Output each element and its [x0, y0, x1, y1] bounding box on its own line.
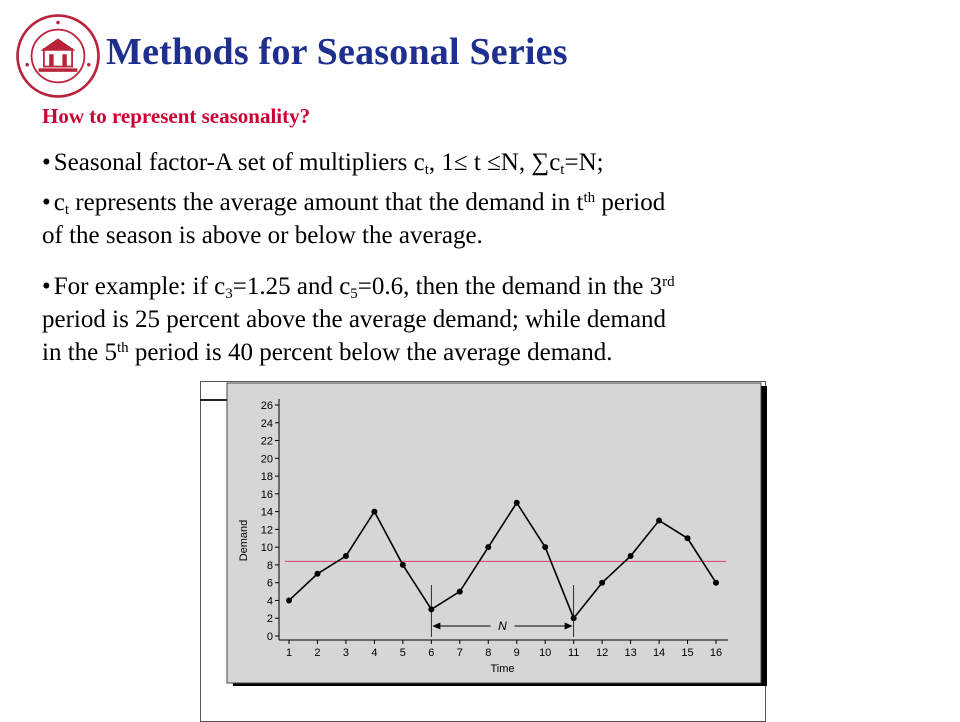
text-run: c: [53, 189, 65, 216]
bullet-line: period is 25 percent above the average d…: [42, 306, 667, 333]
data-point: [684, 535, 691, 542]
x-tick-label: 5: [400, 647, 406, 659]
data-point: [513, 499, 520, 506]
y-tick-label: 6: [267, 578, 273, 590]
x-tick-label: 11: [568, 647, 579, 659]
y-tick-label: 10: [261, 542, 273, 554]
bullet-line: • ct represents the average amount that t…: [42, 186, 922, 219]
data-point: [428, 606, 435, 613]
text-run: period: [595, 189, 666, 216]
data-point: [713, 579, 719, 586]
y-tick-label: 8: [267, 560, 273, 572]
bullet-example: • For example: if c3=1.25 and c5=0.6, the…: [42, 270, 922, 369]
sum-symbol: ∑: [531, 149, 550, 176]
le-symbol: ≤: [487, 149, 501, 176]
bullet-line: in the 5th period is 40 percent below th…: [42, 336, 922, 369]
data-point: [656, 517, 663, 524]
bullet-icon: •: [42, 189, 51, 216]
bullet-icon: •: [42, 273, 51, 300]
text-run: =N;: [564, 149, 604, 176]
data-point: [314, 570, 321, 577]
y-tick-label: 22: [261, 436, 273, 448]
data-point: [371, 508, 378, 515]
text-run: , 1: [428, 149, 454, 176]
y-tick-label: 24: [261, 418, 273, 430]
x-tick-label: 6: [428, 647, 434, 659]
y-tick-label: 26: [261, 400, 273, 412]
subscript: t: [560, 161, 565, 178]
chart-panel: [226, 382, 762, 684]
y-tick-label: 12: [261, 524, 273, 536]
x-tick-label: 12: [596, 647, 608, 659]
slide-title: Methods for Seasonal Series: [106, 31, 568, 73]
period-length-label: N: [498, 619, 507, 633]
subscript: 5: [350, 285, 358, 302]
y-tick-label: 0: [267, 631, 273, 643]
data-point: [627, 553, 634, 560]
text-run: represents the average amount that the d…: [69, 189, 584, 216]
y-tick-label: 2: [267, 613, 273, 625]
bullet-seasonal-factor: • Seasonal factor-A set of multipliers ct…: [42, 146, 922, 179]
text-run: t: [467, 149, 488, 176]
x-tick-label: 13: [624, 647, 636, 659]
bullet-line: of the season is above or below the aver…: [42, 222, 483, 249]
bullet-icon: •: [42, 149, 51, 176]
demand-series-line: [288, 501, 717, 620]
y-tick-label: 18: [261, 471, 273, 483]
x-tick-label: 14: [653, 647, 665, 659]
text-run: period is 40 percent below the average d…: [128, 339, 613, 366]
y-axis-label: Demand: [238, 520, 250, 562]
le-symbol: ≤: [453, 149, 468, 176]
text-run: =1.25 and c: [232, 273, 351, 300]
bullet-line: • Seasonal factor-A set of multipliers ct…: [42, 146, 922, 179]
superscript: th: [583, 189, 596, 206]
text-run: Seasonal factor-A set of multipliers c: [53, 149, 425, 176]
data-point: [342, 553, 349, 560]
text-run: N,: [500, 149, 532, 176]
data-point: [399, 561, 406, 568]
bullet-line: • For example: if c3=1.25 and c5=0.6, the…: [42, 270, 922, 303]
period-arrow-left-head: [432, 622, 441, 630]
text-run: in the 5: [42, 339, 117, 366]
superscript: th: [117, 339, 129, 356]
university-seal-icon: [16, 14, 100, 98]
data-point: [485, 544, 492, 551]
x-tick-label: 4: [371, 647, 377, 659]
y-tick-label: 4: [267, 595, 273, 607]
subscript: t: [64, 201, 70, 218]
y-tick-label: 16: [261, 489, 273, 501]
x-tick-label: 9: [514, 647, 520, 659]
x-tick-label: 1: [286, 647, 292, 659]
subscript: t: [424, 161, 429, 178]
y-tick-label: 14: [261, 507, 273, 519]
x-tick-label: 10: [539, 647, 551, 659]
x-tick-label: 15: [681, 647, 693, 659]
data-point: [599, 579, 606, 586]
period-arrow-right-head: [564, 622, 573, 630]
x-tick-label: 8: [485, 647, 491, 659]
text-run: c: [549, 149, 561, 176]
data-point: [456, 588, 463, 595]
data-point: [542, 544, 549, 551]
bullet-ct-definition: • ct represents the average amount that t…: [42, 186, 922, 252]
x-tick-label: 7: [457, 647, 463, 659]
x-tick-label: 2: [314, 647, 320, 659]
x-axis-label: Time: [490, 663, 514, 675]
text-run: =0.6, then the demand in the 3: [357, 273, 663, 300]
data-point: [286, 597, 292, 604]
x-tick-label: 3: [343, 647, 349, 659]
text-run: For example: if c: [53, 273, 226, 300]
subscript: 3: [225, 285, 233, 302]
y-tick-label: 20: [261, 453, 273, 465]
superscript: rd: [662, 273, 675, 290]
slide-subtitle: How to represent seasonality?: [42, 104, 311, 128]
x-tick-label: 16: [710, 647, 722, 659]
data-point: [570, 615, 577, 622]
